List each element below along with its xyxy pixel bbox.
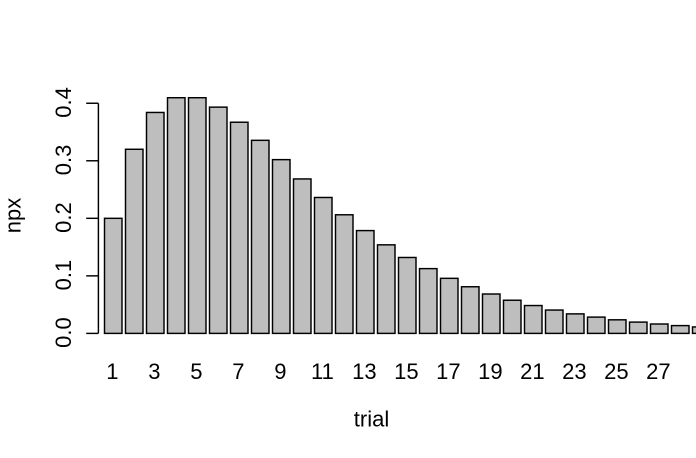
svg-text:3: 3 [148,359,160,384]
svg-text:trial: trial [354,407,389,432]
svg-text:npx: npx [1,198,26,233]
svg-text:19: 19 [478,359,502,384]
svg-text:9: 9 [274,359,286,384]
svg-text:0.4: 0.4 [51,87,76,118]
svg-text:0.3: 0.3 [51,145,76,176]
svg-text:7: 7 [232,359,244,384]
svg-text:13: 13 [352,359,376,384]
svg-text:27: 27 [646,359,670,384]
svg-text:23: 23 [562,359,586,384]
svg-text:11: 11 [311,359,334,384]
svg-text:5: 5 [190,359,202,384]
svg-text:17: 17 [436,359,460,384]
svg-text:21: 21 [520,359,544,384]
svg-text:15: 15 [394,359,418,384]
svg-text:0.0: 0.0 [51,317,76,348]
svg-text:0.2: 0.2 [51,202,76,233]
svg-text:0.1: 0.1 [51,260,76,291]
svg-text:1: 1 [106,359,118,384]
svg-text:25: 25 [604,359,628,384]
